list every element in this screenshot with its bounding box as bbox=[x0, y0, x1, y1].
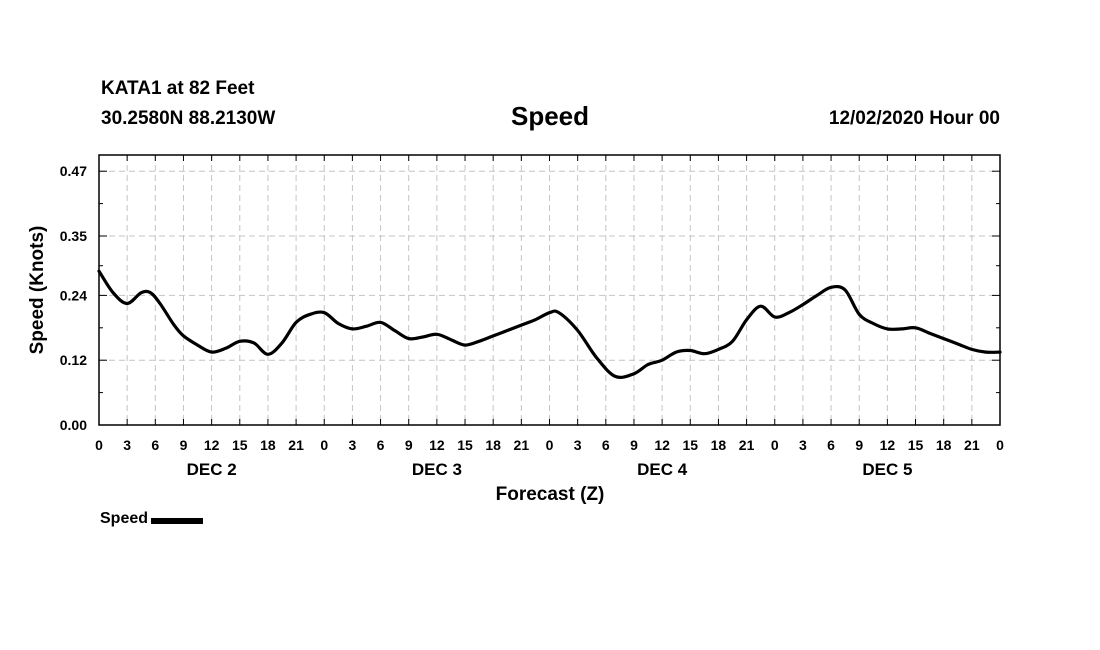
x-tick-label: 9 bbox=[630, 437, 638, 453]
day-label: DEC 3 bbox=[412, 460, 462, 479]
x-tick-label: 3 bbox=[123, 437, 131, 453]
plot-frame bbox=[98, 154, 1001, 426]
x-tick-label: 21 bbox=[288, 437, 304, 453]
y-tick-label: 0.47 bbox=[60, 163, 87, 179]
y-tick-label: 0.12 bbox=[60, 352, 87, 368]
x-tick-label: 6 bbox=[827, 437, 835, 453]
x-tick-label: 12 bbox=[880, 437, 896, 453]
x-tick-label: 0 bbox=[320, 437, 328, 453]
legend-label: Speed bbox=[100, 510, 149, 527]
x-tick-label: 12 bbox=[204, 437, 220, 453]
day-label: DEC 5 bbox=[862, 460, 912, 479]
legend-swatch bbox=[151, 518, 204, 524]
legend: Speed bbox=[100, 510, 204, 528]
x-tick-label: 18 bbox=[936, 437, 952, 453]
x-tick-label: 3 bbox=[349, 437, 357, 453]
x-tick-label: 0 bbox=[996, 437, 1004, 453]
x-tick-label: 0 bbox=[95, 437, 103, 453]
x-tick-label: 15 bbox=[457, 437, 473, 453]
y-tick-label: 0.24 bbox=[60, 287, 87, 303]
x-tick-label: 9 bbox=[180, 437, 188, 453]
x-tick-label: 18 bbox=[485, 437, 501, 453]
x-tick-label: 0 bbox=[546, 437, 554, 453]
y-tick-label: 0.35 bbox=[60, 228, 87, 244]
x-tick-label: 21 bbox=[964, 437, 980, 453]
x-tick-label: 6 bbox=[377, 437, 385, 453]
x-tick-label: 6 bbox=[602, 437, 610, 453]
x-tick-label: 9 bbox=[855, 437, 863, 453]
x-tick-label: 21 bbox=[739, 437, 755, 453]
x-tick-label: 18 bbox=[711, 437, 727, 453]
y-axis-label: Speed (Knots) bbox=[27, 226, 48, 355]
x-tick-label: 3 bbox=[799, 437, 807, 453]
x-tick-label: 0 bbox=[771, 437, 779, 453]
series-layer bbox=[97, 269, 1002, 379]
x-tick-label: 9 bbox=[405, 437, 413, 453]
x-tick-label: 6 bbox=[151, 437, 159, 453]
x-tick-label: 12 bbox=[654, 437, 670, 453]
day-label: DEC 4 bbox=[637, 460, 688, 479]
x-tick-label: 15 bbox=[908, 437, 924, 453]
x-tick-label: 3 bbox=[574, 437, 582, 453]
coordinates-label: 30.2580N 88.2130W bbox=[101, 108, 276, 129]
station-label: KATA1 at 82 Feet bbox=[101, 78, 255, 99]
forecast-timestamp: 12/02/2020 Hour 00 bbox=[828, 108, 1000, 129]
y-tick-label: 0.00 bbox=[60, 417, 87, 433]
x-tick-label: 21 bbox=[514, 437, 530, 453]
x-axis-label: Forecast (Z) bbox=[496, 484, 605, 505]
chart-title: Speed bbox=[510, 101, 590, 131]
day-label: DEC 2 bbox=[187, 460, 237, 479]
grid-lines bbox=[99, 155, 1000, 425]
x-tick-label: 12 bbox=[429, 437, 445, 453]
x-tick-label: 15 bbox=[682, 437, 698, 453]
axes: 0 3 6 9 12 15 18 21 0 3 6 9 12 15 18 21 0 3 6 9 12 15 18 21 0 3 6 9… bbox=[60, 154, 1004, 479]
x-tick-label: 15 bbox=[232, 437, 248, 453]
series-line-speed bbox=[97, 269, 1002, 379]
x-tick-label: 18 bbox=[260, 437, 276, 453]
